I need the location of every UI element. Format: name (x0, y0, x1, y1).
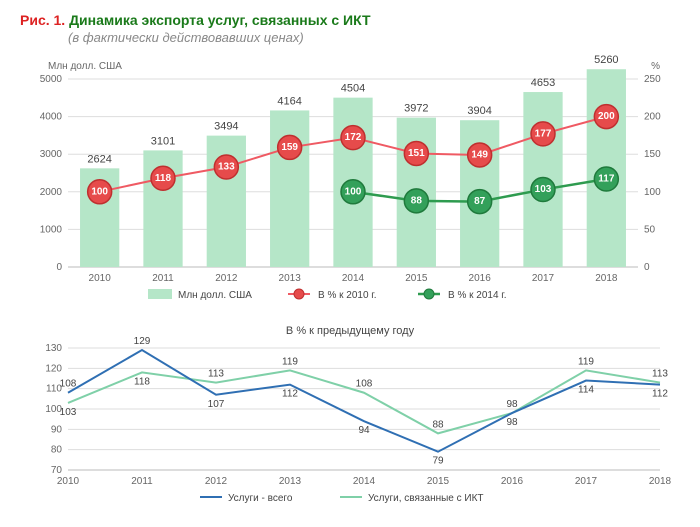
svg-text:200: 200 (644, 112, 661, 123)
svg-text:В % к 2014 г.: В % к 2014 г. (448, 290, 507, 301)
figure-label: Рис. 1. (20, 12, 65, 28)
marker-red-label: 118 (155, 173, 172, 184)
series-value-label: 113 (208, 369, 224, 380)
svg-text:В % к 2010 г.: В % к 2010 г. (318, 290, 377, 301)
chart2-title: В % к предыдущему году (286, 325, 415, 337)
svg-text:Млн долл. США: Млн долл. США (48, 61, 122, 72)
x-tick-label: 2011 (131, 476, 153, 487)
figure-header: Рис. 1. Динамика экспорта услуг, связанн… (20, 12, 680, 28)
x-tick-label: 2010 (89, 273, 112, 284)
x-tick-label: 2017 (532, 273, 555, 284)
x-tick-label: 2016 (501, 476, 524, 487)
marker-red-label: 172 (345, 132, 362, 143)
svg-text:0: 0 (644, 262, 650, 273)
series-value-label: 103 (60, 407, 77, 418)
x-tick-label: 2011 (152, 273, 174, 284)
chart-top: Млн долл. США% 0 1000 2000 3000 4000 5000 0 50 10… (20, 55, 680, 320)
svg-text:50: 50 (644, 224, 656, 235)
x-tick-label: 2012 (215, 273, 238, 284)
x-tick-label: 2015 (405, 273, 428, 284)
marker-red-label: 151 (408, 148, 425, 159)
svg-text:2000: 2000 (40, 187, 63, 198)
x-tick-label: 2014 (342, 273, 365, 284)
svg-text:1000: 1000 (40, 224, 63, 235)
series-value-label: 118 (134, 376, 150, 387)
svg-text:90: 90 (51, 424, 63, 435)
series-value-label: 108 (60, 379, 77, 390)
series-value-label: 98 (506, 417, 518, 428)
bar-value-label: 3494 (214, 121, 238, 133)
series-value-label: 119 (282, 356, 298, 367)
marker-red-label: 177 (535, 128, 552, 139)
svg-text:Млн долл. США: Млн долл. США (178, 290, 252, 301)
series-value-label: 129 (134, 336, 151, 347)
legend-top: Млн долл. США В % к 2010 г. В % к 2014 г. (148, 289, 507, 301)
series-value-label: 79 (432, 456, 444, 467)
marker-red-label: 133 (218, 161, 235, 172)
svg-text:3000: 3000 (40, 149, 63, 160)
series-line (68, 350, 660, 452)
svg-text:Услуги - всего: Услуги - всего (228, 493, 293, 504)
x-tick-label: 2013 (279, 273, 302, 284)
x-tick-label: 2010 (57, 476, 80, 487)
svg-text:Услуги, связанные с ИКТ: Услуги, связанные с ИКТ (368, 493, 484, 504)
marker-green-label: 87 (474, 196, 486, 207)
svg-text:150: 150 (644, 149, 661, 160)
bar (270, 110, 309, 267)
marker-red-label: 159 (281, 142, 298, 153)
bar-value-label: 2624 (87, 153, 111, 165)
series-value-label: 112 (282, 389, 298, 400)
series-value-label: 114 (578, 385, 594, 396)
bar-value-label: 4164 (277, 95, 301, 107)
svg-text:130: 130 (45, 343, 62, 354)
marker-green-label: 100 (345, 186, 362, 197)
series-value-label: 113 (652, 369, 668, 380)
bar-value-label: 3904 (467, 105, 491, 117)
svg-text:5000: 5000 (40, 74, 63, 85)
chart-bottom: В % к предыдущему году708090100110120130… (20, 320, 680, 515)
svg-text:70: 70 (51, 465, 63, 476)
figure-subtitle: (в фактически действовавших ценах) (68, 30, 680, 45)
marker-green-label: 103 (535, 184, 552, 195)
marker-green-label: 117 (598, 174, 615, 185)
bar-value-label: 4504 (341, 83, 365, 95)
bar-value-label: 3972 (404, 103, 428, 115)
bar-value-label: 3101 (151, 135, 175, 147)
svg-text:250: 250 (644, 74, 661, 85)
series-value-label: 108 (356, 379, 373, 390)
x-tick-label: 2014 (353, 476, 376, 487)
marker-red-label: 200 (598, 111, 615, 122)
series-value-label: 119 (578, 356, 594, 367)
series-value-label: 98 (506, 399, 518, 410)
x-tick-label: 2013 (279, 476, 302, 487)
legend-bottom: Услуги - всего Услуги, связанные с ИКТ (200, 493, 484, 504)
bar-value-label: 5260 (594, 55, 618, 66)
x-tick-label: 2015 (427, 476, 450, 487)
x-tick-label: 2018 (595, 273, 618, 284)
figure-title: Динамика экспорта услуг, связанных с ИКТ (69, 12, 370, 28)
marker-red-label: 100 (91, 186, 108, 197)
series-value-label: 88 (432, 419, 444, 430)
marker-red-label: 149 (471, 149, 488, 160)
svg-text:4000: 4000 (40, 112, 63, 123)
series-value-label: 107 (208, 399, 225, 410)
svg-text:%: % (651, 61, 660, 72)
x-tick-label: 2012 (205, 476, 228, 487)
svg-text:120: 120 (45, 363, 62, 374)
x-tick-label: 2018 (649, 476, 672, 487)
svg-text:0: 0 (56, 262, 62, 273)
svg-text:80: 80 (51, 445, 63, 456)
marker-green-label: 88 (411, 195, 423, 206)
series-value-label: 112 (652, 389, 668, 400)
series-value-label: 94 (358, 425, 370, 436)
svg-text:100: 100 (644, 187, 661, 198)
x-tick-label: 2016 (469, 273, 492, 284)
bar-value-label: 4653 (531, 77, 555, 89)
x-tick-label: 2017 (575, 476, 598, 487)
